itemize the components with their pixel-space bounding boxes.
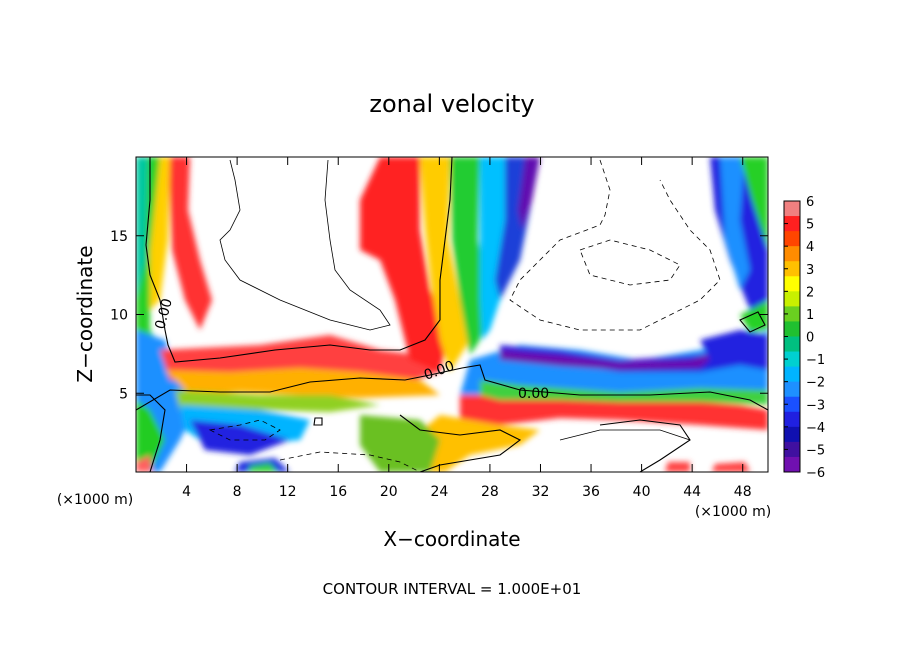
x-tick-label: 20 [380, 484, 398, 500]
colorbar-label: 1 [806, 308, 814, 323]
colorbar-label: −3 [806, 398, 825, 413]
colorbar-label: −6 [806, 466, 825, 481]
x-tick-label: 24 [430, 484, 448, 500]
colorbar-swatch [784, 366, 800, 383]
contour-interval-note: CONTOUR INTERVAL = 1.000E+01 [323, 580, 582, 598]
colorbar-label: 6 [806, 195, 814, 210]
colorbar-label: 4 [806, 240, 814, 255]
x-tick-label: 8 [233, 484, 242, 500]
colorbar-swatch [784, 261, 800, 277]
colorbar-swatch [784, 381, 800, 398]
x-axis-units-right: (×1000 m) [695, 504, 771, 520]
x-tick-label: 40 [633, 484, 651, 500]
y-axis-label: Z−coordinate [73, 245, 97, 382]
colorbar-swatch [784, 426, 800, 443]
colorbar-swatch [784, 246, 800, 262]
x-tick-label: 16 [329, 484, 347, 500]
colorbar-swatch [784, 441, 800, 458]
y-tick-label: 10 [110, 308, 128, 324]
colorbar-label: −4 [806, 421, 825, 436]
colorbar-label: −2 [806, 376, 825, 391]
contour-label: 0.00 [152, 297, 176, 331]
y-tick-label: 5 [119, 386, 128, 402]
x-tick-label: 44 [683, 484, 701, 500]
x-axis-label: X−coordinate [383, 527, 520, 551]
colorbar-swatch [784, 306, 800, 322]
colorbar-swatch [784, 456, 800, 473]
colorbar-swatch [784, 291, 800, 307]
x-tick-label: 4 [182, 484, 191, 500]
colorbar-swatch [784, 396, 800, 413]
colorbar-swatch [784, 231, 800, 247]
velocity-field: 0.00 0.00 0.00 [136, 157, 768, 472]
colorbar-swatch [784, 201, 800, 217]
colorbar-swatch [784, 411, 800, 428]
colorbar-label: 2 [806, 285, 814, 300]
x-axis-units-left: (×1000 m) [57, 492, 133, 508]
colorbar: 6 5 4 3 2 1 0 −1 −2 −3 −4 −5 −6 [783, 195, 825, 481]
y-axis: 5 10 15 [110, 229, 768, 402]
colorbar-label: 3 [806, 263, 814, 278]
x-axis: 4 8 12 16 20 24 28 32 36 40 44 48 [182, 157, 752, 500]
colorbar-swatch [784, 276, 800, 292]
x-tick-label: 48 [734, 484, 752, 500]
colorbar-swatch [784, 351, 800, 368]
x-tick-label: 12 [279, 484, 297, 500]
x-tick-label: 36 [582, 484, 600, 500]
colorbar-swatch [784, 216, 800, 232]
colorbar-label: −1 [806, 353, 825, 368]
contour-label: 0.00 [518, 386, 549, 402]
x-tick-label: 32 [532, 484, 550, 500]
chart-title: zonal velocity [369, 90, 534, 118]
colorbar-swatch [784, 336, 800, 353]
colorbar-label: 5 [806, 218, 814, 233]
y-tick-label: 15 [110, 229, 128, 245]
colorbar-label: −5 [806, 443, 825, 458]
colorbar-swatch [784, 321, 800, 337]
x-tick-label: 28 [481, 484, 499, 500]
colorbar-label: 0 [806, 331, 814, 346]
